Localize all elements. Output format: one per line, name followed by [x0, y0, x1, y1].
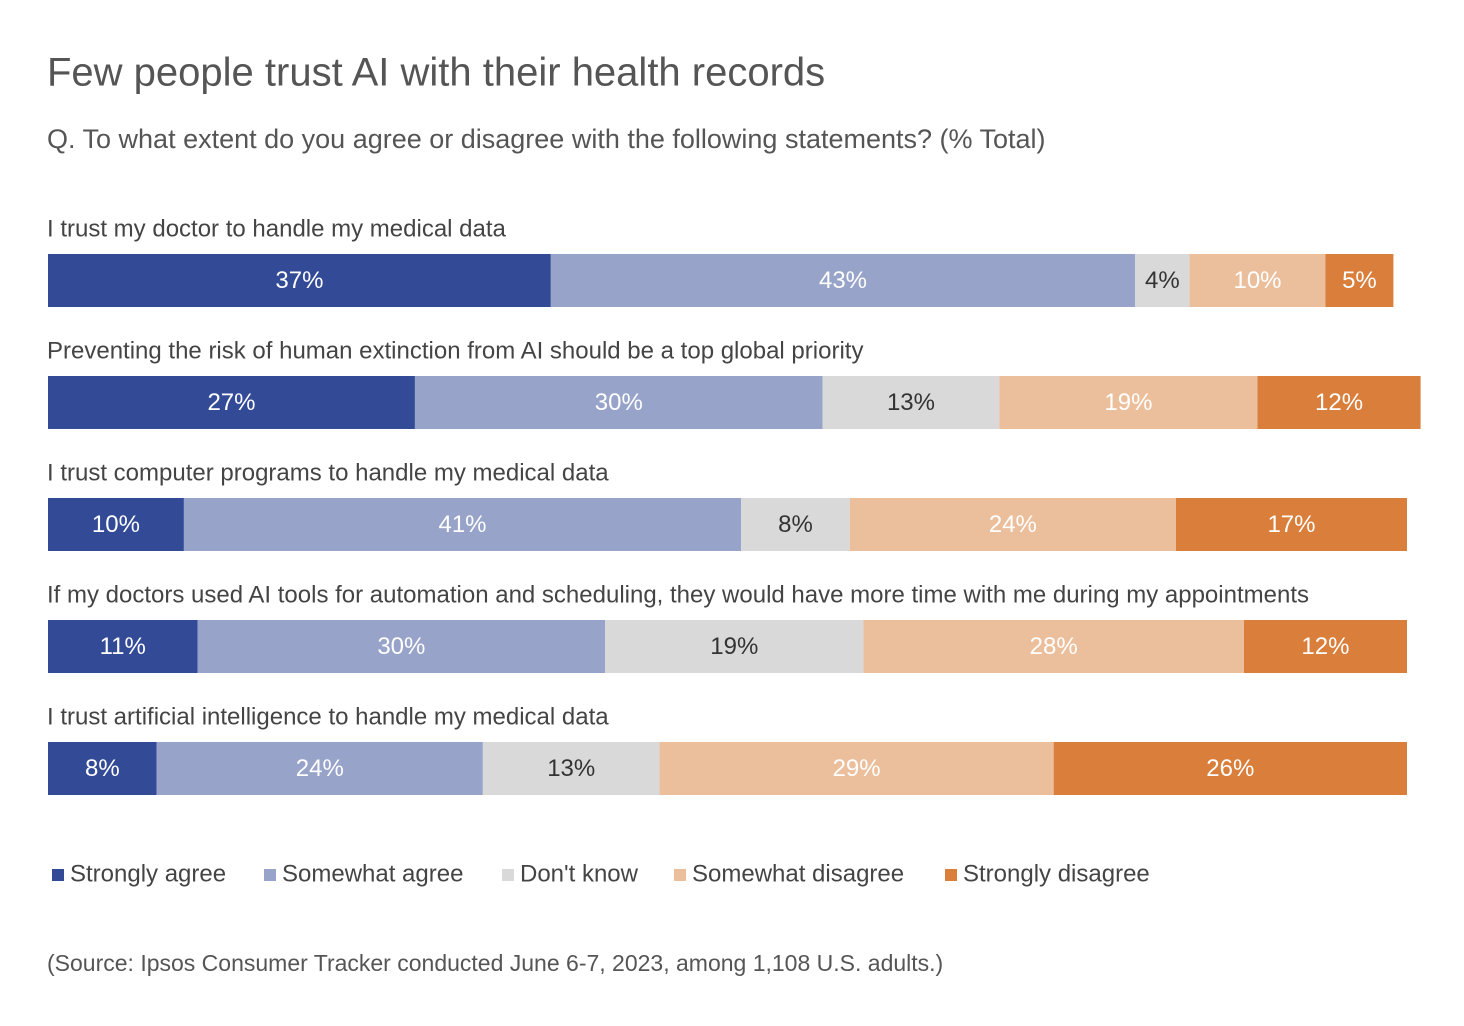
- data-label: 37%: [275, 267, 323, 294]
- bar-segment: [1175, 498, 1407, 551]
- bar-segment: [48, 620, 198, 673]
- legend-swatch: [502, 869, 514, 881]
- legend-label: Strongly disagree: [963, 860, 1150, 887]
- data-label: 29%: [833, 755, 881, 782]
- data-label: 13%: [547, 755, 595, 782]
- data-label: 41%: [438, 511, 486, 538]
- data-label: 30%: [595, 389, 643, 416]
- data-label: 8%: [778, 511, 813, 538]
- bar-segment: [822, 376, 1000, 429]
- data-label: 12%: [1301, 633, 1349, 660]
- data-label: 24%: [296, 755, 344, 782]
- legend-swatch: [674, 869, 686, 881]
- data-label: 12%: [1315, 389, 1363, 416]
- data-label: 17%: [1267, 511, 1315, 538]
- legend-label: Don't know: [520, 860, 639, 887]
- category-label: I trust computer programs to handle my m…: [47, 459, 609, 486]
- legend-label: Somewhat agree: [282, 860, 463, 887]
- data-label: 27%: [207, 389, 255, 416]
- bar-segment: [1053, 742, 1407, 795]
- chart-subtitle: Q. To what extent do you agree or disagr…: [47, 124, 1046, 154]
- data-label: 28%: [1030, 633, 1078, 660]
- bar-segment: [48, 742, 157, 795]
- data-label: 11%: [100, 633, 146, 660]
- bar-segment: [482, 742, 660, 795]
- category-label: Preventing the risk of human extinction …: [47, 337, 863, 364]
- legend-swatch: [52, 869, 64, 881]
- bar-segment: [1243, 620, 1407, 673]
- bar-segment: [1135, 254, 1190, 307]
- bar-segment: [605, 620, 864, 673]
- legend-swatch: [264, 869, 276, 881]
- data-label: 30%: [377, 633, 425, 660]
- bar-segment: [659, 742, 1054, 795]
- data-label: 10%: [1233, 267, 1281, 294]
- category-label: I trust my doctor to handle my medical d…: [47, 215, 507, 242]
- data-label: 43%: [819, 267, 867, 294]
- legend-label: Strongly agree: [70, 860, 226, 887]
- data-label: 13%: [887, 389, 935, 416]
- bar-segment: [156, 742, 483, 795]
- bar-segment: [197, 620, 606, 673]
- legend-label: Somewhat disagree: [692, 860, 904, 887]
- category-label: I trust artificial intelligence to handl…: [47, 703, 609, 730]
- source-note: (Source: Ipsos Consumer Tracker conducte…: [47, 950, 943, 976]
- bar-segment: [1325, 254, 1394, 307]
- bar-segment: [999, 376, 1258, 429]
- bar-segment: [1257, 376, 1421, 429]
- bar-segment: [849, 498, 1176, 551]
- legend-swatch: [945, 869, 957, 881]
- bar-segment: [863, 620, 1244, 673]
- bar-segment: [1189, 254, 1326, 307]
- data-label: 5%: [1342, 267, 1377, 294]
- data-label: 19%: [1104, 389, 1152, 416]
- data-label: 10%: [92, 511, 140, 538]
- data-label: 24%: [989, 511, 1037, 538]
- chart-title: Few people trust AI with their health re…: [47, 51, 825, 95]
- bar-segment: [550, 254, 1136, 307]
- data-label: 26%: [1206, 755, 1254, 782]
- bar-segment: [741, 498, 850, 551]
- bar-segment: [414, 376, 823, 429]
- bar-segment: [183, 498, 742, 551]
- data-label: 8%: [85, 755, 120, 782]
- category-label: If my doctors used AI tools for automati…: [47, 581, 1309, 608]
- bar-segment: [48, 498, 184, 551]
- data-label: 19%: [710, 633, 758, 660]
- data-label: 4%: [1145, 267, 1180, 294]
- bar-segment: [48, 254, 551, 307]
- bar-segment: [48, 376, 415, 429]
